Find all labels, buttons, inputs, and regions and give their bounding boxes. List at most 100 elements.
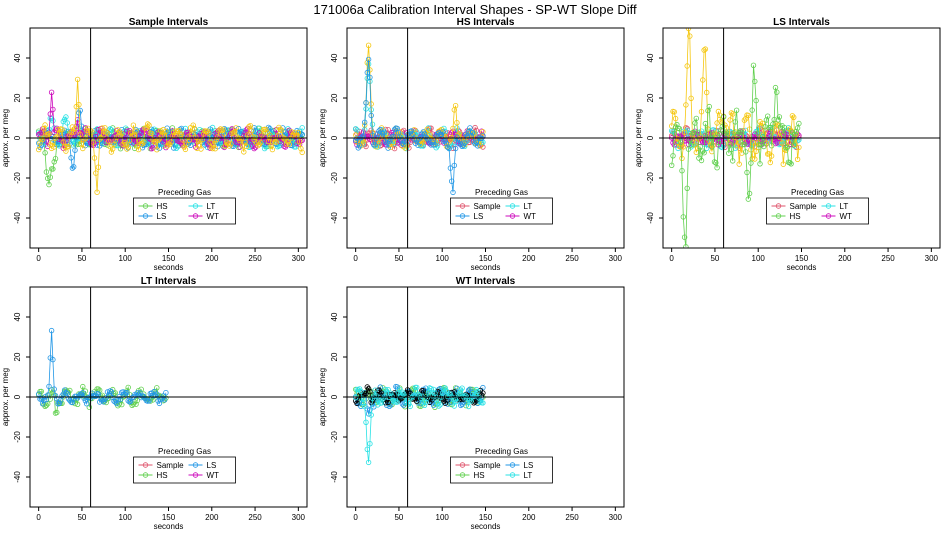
data-point [676,125,683,132]
data-point [459,385,465,391]
legend-entry: LS [138,212,166,221]
x-tick-label: 100 [436,513,450,522]
data-point [424,135,430,142]
legend-marker [192,472,199,478]
data-point [83,401,90,407]
data-point [745,196,751,202]
data-point [778,124,784,130]
data-point [237,144,243,150]
x-tick-label: 100 [752,254,766,263]
data-point [77,131,83,138]
data-point [108,127,115,133]
data-point [391,140,398,147]
data-point [424,395,430,401]
data-point [65,128,72,134]
data-point [465,387,472,393]
data-point [727,141,733,147]
legend-marker [459,203,466,209]
data-point [128,130,134,136]
legend-label: LS [474,212,484,221]
data-point [133,128,139,134]
data-point [451,162,457,169]
data-point [410,393,416,399]
data-point [693,115,699,122]
y-tick-label: -20 [330,172,339,184]
data-point [287,135,294,142]
legend-label: WT [207,471,220,480]
x-tick-label: 150 [479,513,493,522]
y-tick-label: 20 [330,352,339,361]
x-tick-label: 150 [162,254,176,263]
y-tick-label: 40 [13,53,22,62]
legend-marker [509,472,516,478]
data-point [354,400,360,406]
y-axis-label: approx. per meg [318,109,327,167]
data-point [771,127,777,133]
data-point [750,62,757,69]
data-point [377,126,383,133]
data-point [752,78,758,85]
data-point [133,401,139,407]
data-point [473,139,480,146]
y-tick-label: 40 [330,53,339,62]
data-point [756,141,762,148]
data-point [480,129,486,135]
x-tick-label: 250 [248,254,262,263]
data-point [113,134,120,140]
data-point [100,399,107,405]
data-point [246,123,252,130]
data-point [715,108,722,115]
y-axis-label: approx. per meg [634,109,643,167]
data-point [154,146,160,153]
data-point [42,150,48,156]
data-point [372,142,378,148]
data-point [736,161,742,167]
legend-marker [192,213,199,219]
data-point [68,155,74,161]
data-point [754,130,761,136]
data-point [759,133,766,140]
data-point [380,131,386,137]
data-point [299,149,305,156]
data-point [138,386,144,392]
legend-label: Sample [157,461,185,470]
x-tick-label: 100 [119,513,133,522]
data-point [365,42,372,48]
legend-label: HS [157,202,168,211]
data-point [702,120,709,127]
data-point [169,128,176,134]
series-lt [353,384,486,466]
data-point [767,159,773,166]
data-point [63,114,69,120]
data-point [248,128,255,134]
legend: Preceding Gas Sample LT HS WT [766,188,869,225]
y-tick-label: -20 [13,172,22,184]
series-line [355,59,484,193]
data-point [173,145,179,151]
legend-marker [459,462,466,468]
data-point [56,131,63,137]
data-point [391,126,398,133]
data-point [421,131,428,137]
data-point [443,140,450,147]
y-tick-label: 20 [330,93,339,102]
x-tick-label: 250 [248,513,262,522]
data-point [107,388,113,394]
legend-title: Preceding Gas [158,188,211,197]
data-point [41,125,47,132]
legend-marker [825,213,832,219]
data-point [768,153,775,159]
data-point [194,145,200,152]
data-point [467,386,473,392]
data-point [450,189,456,196]
data-point [701,47,707,53]
data-point [96,136,103,142]
legend-marker [459,213,466,219]
data-point [376,136,382,142]
data-point [212,145,218,152]
data-point [436,403,442,409]
legend: Preceding Gas Sample LS HS LT [450,447,553,484]
data-point [359,134,365,140]
data-point [103,139,109,146]
